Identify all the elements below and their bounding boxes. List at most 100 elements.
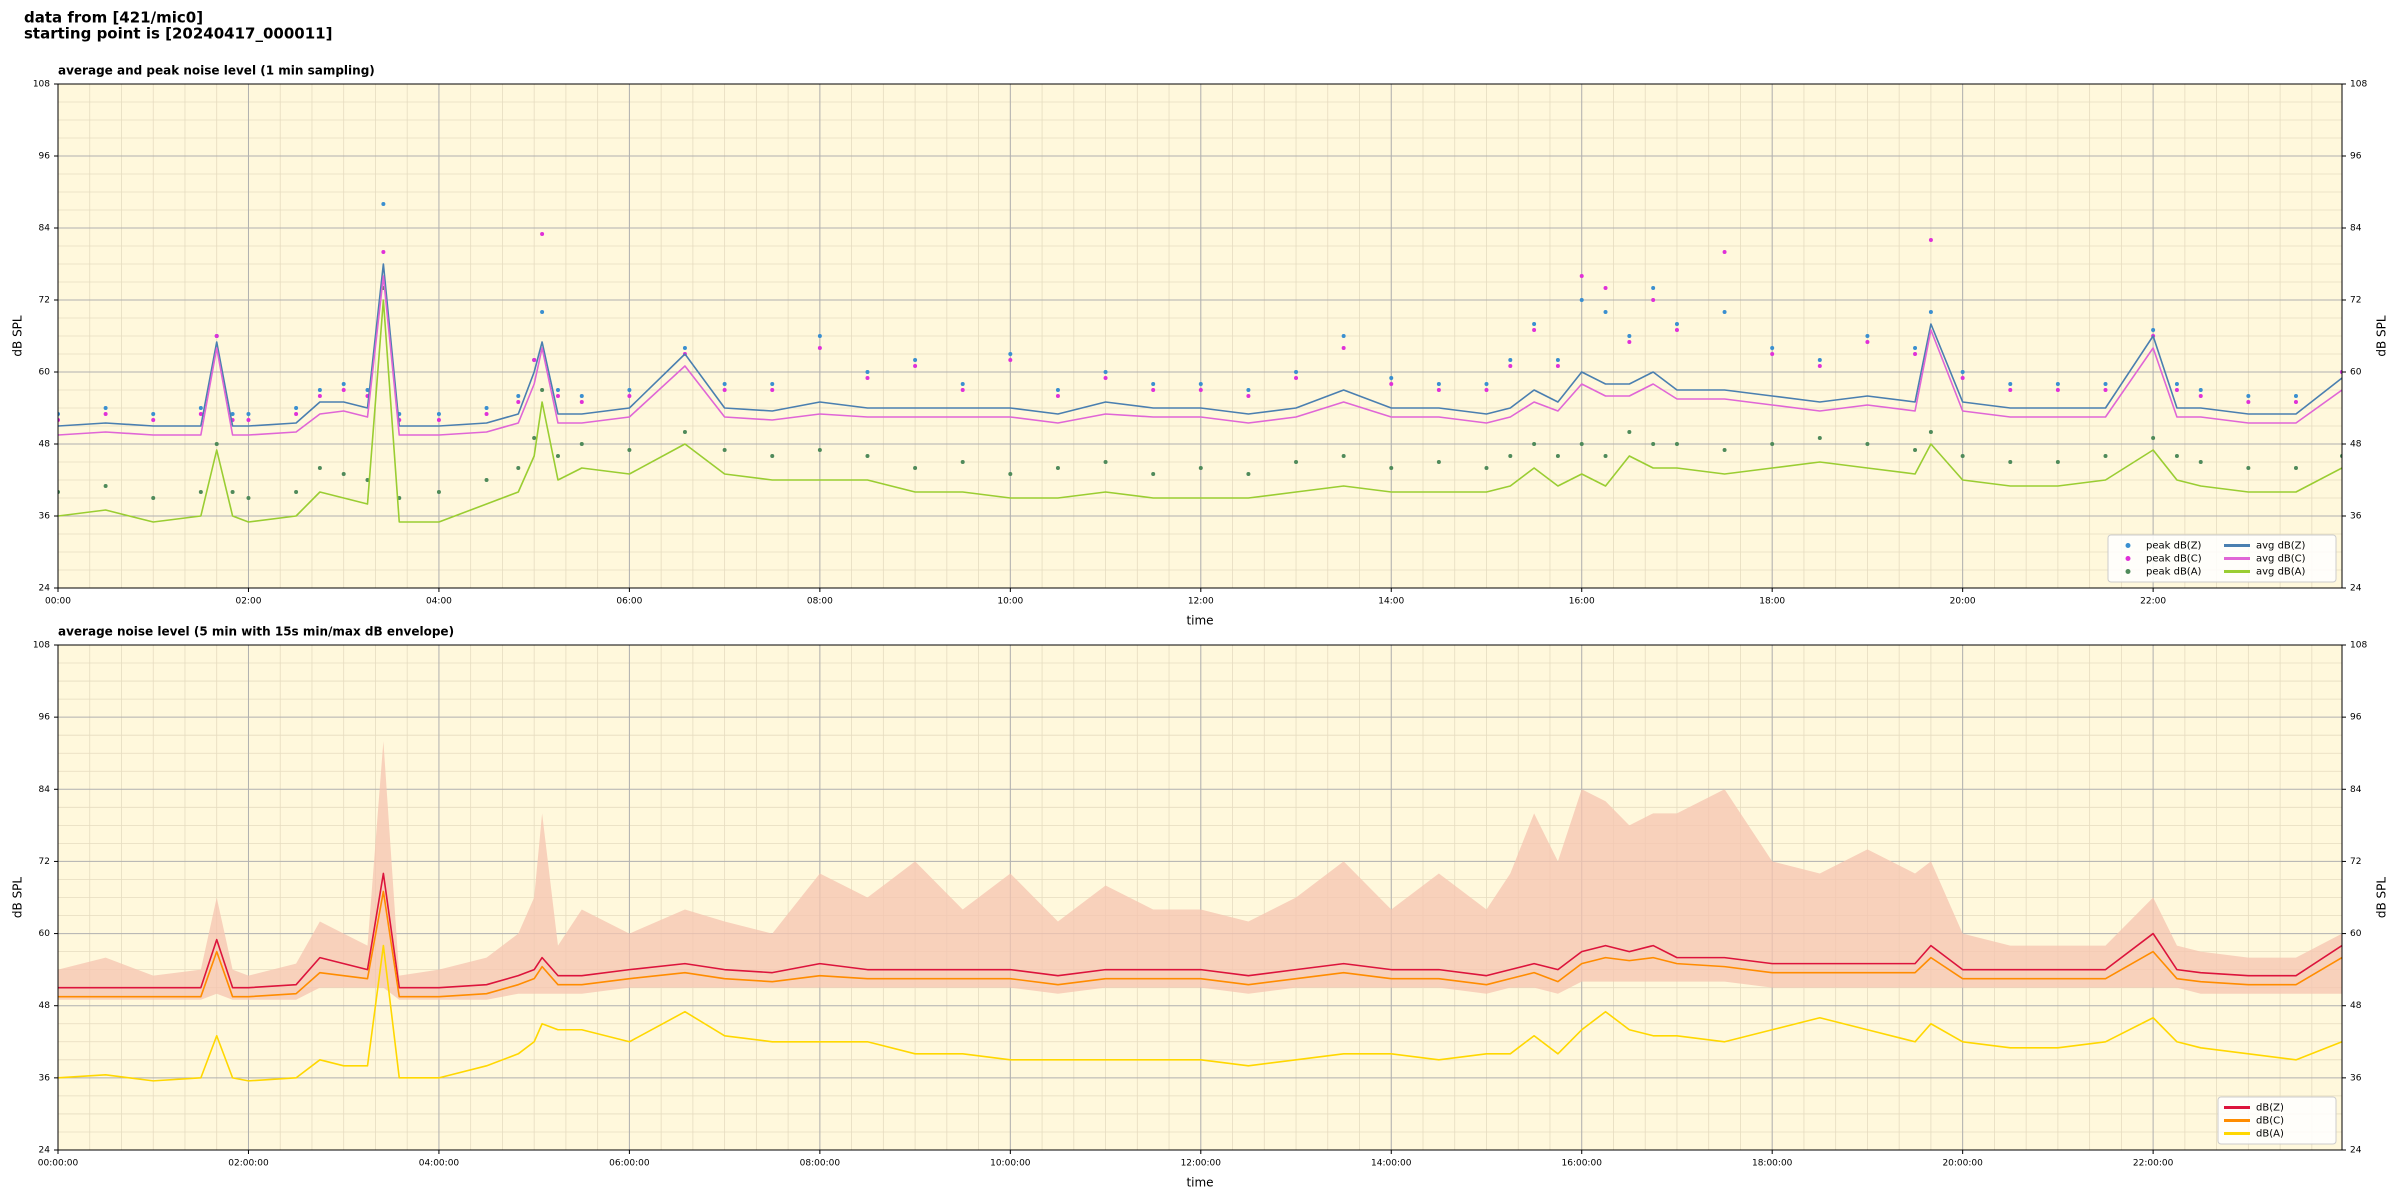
y-axis-label: dB SPL <box>11 877 25 919</box>
x-tick-label: 00:00:00 <box>38 1159 79 1169</box>
y-tick-label: 36 <box>2350 1073 2362 1083</box>
peak-point <box>770 388 775 392</box>
peak-point <box>1960 454 1965 458</box>
peak-point <box>246 418 251 422</box>
peak-point <box>579 442 584 446</box>
x-tick-label: 12:00:00 <box>1181 1159 1222 1169</box>
x-tick-label: 00:00 <box>45 597 71 607</box>
x-tick-label: 08:00:00 <box>800 1159 841 1169</box>
peak-point <box>484 478 489 482</box>
y-axis-label: dB SPL <box>2375 877 2389 919</box>
peak-point <box>1294 370 1299 374</box>
peak-point <box>2055 388 2060 392</box>
peak-point <box>1865 340 1870 344</box>
peak-point <box>381 250 386 254</box>
peak-point <box>214 334 219 338</box>
peak-point <box>1928 430 1933 434</box>
peak-point <box>2174 388 2179 392</box>
peak-point <box>516 466 521 470</box>
peak-point <box>1651 286 1656 290</box>
peak-point <box>341 382 346 386</box>
x-tick-label: 20:00 <box>1950 597 1976 607</box>
y-tick-label: 48 <box>2350 1001 2362 1011</box>
x-tick-label: 12:00 <box>1188 597 1214 607</box>
y-tick-label: 36 <box>39 1073 51 1083</box>
peak-point <box>1817 364 1822 368</box>
peak-point <box>1055 394 1060 398</box>
y-tick-label: 96 <box>2350 152 2362 162</box>
y-axis-label: dB SPL <box>2375 315 2389 357</box>
x-tick-label: 02:00 <box>235 597 261 607</box>
chart-title: average and peak noise level (1 min samp… <box>58 64 375 78</box>
peak-point <box>317 388 322 392</box>
peak-point <box>817 448 822 452</box>
peak-point <box>1960 376 1965 380</box>
peak-point <box>1341 454 1346 458</box>
peak-point <box>540 232 545 236</box>
peak-point <box>198 490 203 494</box>
peak-point <box>1508 364 1513 368</box>
peak-point <box>770 382 775 386</box>
peak-point <box>1817 436 1822 440</box>
peak-point <box>1508 454 1513 458</box>
x-tick-label: 04:00:00 <box>419 1159 460 1169</box>
peak-point <box>627 448 632 452</box>
peak-point <box>294 412 299 416</box>
x-tick-label: 04:00 <box>426 597 452 607</box>
peak-point <box>1627 334 1632 338</box>
peak-point <box>1151 382 1156 386</box>
peak-point <box>230 412 235 416</box>
legend-label: avg dB(Z) <box>2256 541 2306 552</box>
peak-point <box>555 388 560 392</box>
peak-point <box>1389 382 1394 386</box>
peak-point <box>1603 286 1608 290</box>
y-tick-label: 84 <box>2350 224 2362 234</box>
peak-point <box>682 346 687 350</box>
peak-point <box>1865 442 1870 446</box>
peak-point <box>1532 322 1537 326</box>
peak-point <box>722 388 727 392</box>
peak-point <box>1341 334 1346 338</box>
peak-point <box>2055 382 2060 386</box>
y-tick-label: 72 <box>39 857 50 867</box>
peak-point <box>1055 388 1060 392</box>
peak-point <box>2293 400 2298 404</box>
peak-point <box>1436 460 1441 464</box>
legend-label: peak dB(C) <box>2146 554 2202 565</box>
peak-point <box>913 358 918 362</box>
peak-point <box>1008 472 1013 476</box>
x-tick-label: 14:00:00 <box>1371 1159 1412 1169</box>
peak-point <box>1651 442 1656 446</box>
x-tick-label: 18:00:00 <box>1752 1159 1793 1169</box>
series-line <box>58 299 2342 523</box>
y-tick-label: 84 <box>2350 785 2362 795</box>
peak-point <box>555 394 560 398</box>
peak-point <box>103 406 108 410</box>
peak-point <box>2103 388 2108 392</box>
peak-point <box>1198 388 1203 392</box>
legend-label: dB(C) <box>2256 1116 2284 1127</box>
series-line <box>58 944 2342 1082</box>
peak-point <box>436 412 441 416</box>
envelope <box>58 741 2342 1000</box>
y-tick-label: 48 <box>2350 440 2362 450</box>
peak-point <box>1532 442 1537 446</box>
peak-point <box>1484 382 1489 386</box>
peak-point <box>516 394 521 398</box>
x-tick-label: 02:00:00 <box>228 1159 269 1169</box>
y-tick-label: 60 <box>39 368 51 378</box>
peak-point <box>2174 454 2179 458</box>
y-tick-label: 108 <box>33 80 50 90</box>
peak-point <box>1770 352 1775 356</box>
peak-point <box>1341 346 1346 350</box>
y-tick-label: 24 <box>2350 584 2362 594</box>
series-line <box>58 890 2342 998</box>
peak-point <box>1579 442 1584 446</box>
peak-point <box>1770 346 1775 350</box>
peak-point <box>1627 430 1632 434</box>
peak-point <box>770 454 775 458</box>
peak-point <box>198 406 203 410</box>
peak-point <box>2198 388 2203 392</box>
peak-point <box>2151 328 2156 332</box>
peak-point <box>2198 394 2203 398</box>
